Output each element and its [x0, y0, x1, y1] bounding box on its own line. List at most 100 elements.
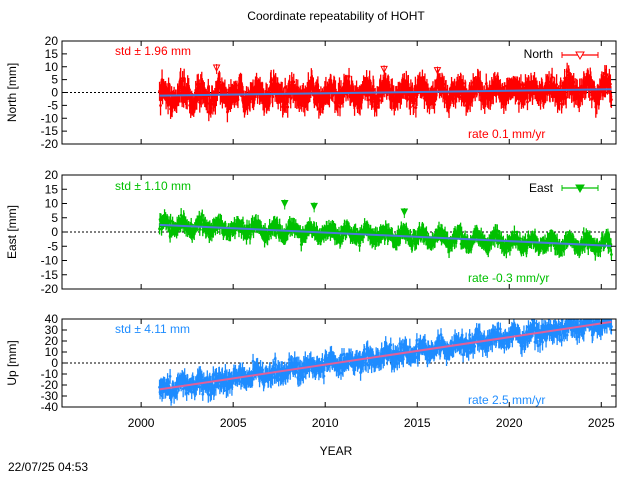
data-point — [271, 376, 275, 380]
data-point — [461, 81, 465, 85]
data-point — [272, 368, 276, 372]
data-point — [426, 358, 429, 361]
data-point — [499, 236, 503, 240]
y-tick-label: 15 — [45, 47, 59, 61]
y-axis-label: North [mm] — [5, 63, 19, 122]
data-point — [339, 371, 343, 375]
chart-title: Coordinate repeatability of HOHT — [247, 9, 425, 23]
data-point — [338, 85, 341, 89]
data-point — [251, 377, 254, 380]
data-point — [408, 105, 412, 109]
y-tick-label: -5 — [47, 239, 58, 253]
data-point — [355, 87, 358, 90]
y-tick-label: -20 — [41, 282, 59, 296]
y-tick-label: 10 — [45, 197, 59, 211]
data-point — [198, 385, 202, 389]
outlier-point — [280, 200, 289, 208]
data-point — [228, 386, 232, 389]
data-point — [408, 345, 412, 349]
data-series-east — [158, 199, 613, 261]
data-point — [519, 83, 523, 87]
data-point — [555, 238, 559, 242]
legend-marker-icon — [575, 184, 585, 194]
data-point — [200, 213, 204, 217]
y-tick-label: 20 — [45, 168, 59, 182]
data-point — [442, 82, 446, 86]
rate-annotation: rate 0.1 mm/yr — [468, 127, 545, 141]
data-point — [479, 233, 483, 237]
data-point — [372, 88, 376, 92]
data-point — [414, 106, 418, 109]
data-point — [473, 344, 477, 348]
rate-annotation: rate -0.3 mm/yr — [468, 271, 549, 285]
y-tick-label: -10 — [41, 111, 59, 125]
y-tick-label: 0 — [51, 225, 58, 239]
data-point — [251, 359, 255, 363]
data-point — [375, 105, 379, 109]
data-point — [495, 229, 499, 232]
x-axis-label: YEAR — [320, 444, 353, 458]
data-point — [296, 86, 300, 90]
data-point — [609, 98, 613, 102]
y-tick-label: 15 — [45, 182, 59, 196]
data-point — [392, 364, 396, 368]
data-point — [287, 358, 291, 361]
data-point — [219, 383, 223, 387]
data-point — [159, 104, 162, 107]
y-tick-label: 5 — [51, 73, 58, 87]
trend-line — [159, 223, 612, 247]
data-point — [175, 391, 179, 395]
data-point — [347, 362, 350, 366]
data-point — [517, 102, 521, 105]
data-point — [422, 228, 425, 232]
data-point — [417, 226, 421, 229]
data-point — [550, 75, 554, 79]
data-point — [608, 82, 612, 86]
y-tick-label: -5 — [47, 98, 58, 112]
data-point — [555, 83, 559, 86]
data-point — [443, 230, 447, 234]
data-point — [396, 100, 400, 103]
data-point — [547, 80, 551, 84]
data-point — [395, 362, 399, 366]
data-point — [604, 73, 608, 77]
data-point — [286, 105, 290, 109]
outlier-point — [400, 208, 409, 217]
data-point — [518, 237, 522, 240]
y-tick-label: 5 — [51, 211, 58, 225]
data-point — [199, 96, 203, 100]
data-point — [168, 375, 172, 378]
data-point — [358, 244, 361, 248]
data-point — [347, 75, 351, 78]
data-point — [366, 98, 370, 102]
y-tick-label: 20 — [45, 34, 59, 48]
std-annotation: std ± 1.96 mm — [115, 44, 191, 58]
data-point — [401, 357, 405, 361]
data-point — [339, 239, 342, 243]
data-point — [364, 362, 368, 366]
outlier-point — [212, 64, 221, 73]
data-point — [274, 232, 278, 235]
data-point — [399, 346, 403, 349]
data-point — [218, 80, 222, 84]
data-point — [524, 238, 527, 242]
y-tick-label: -20 — [41, 137, 59, 151]
legend-label: East — [529, 181, 554, 195]
data-point — [241, 221, 245, 225]
data-point — [330, 351, 333, 355]
data-point — [280, 90, 284, 94]
trend-line — [159, 88, 612, 97]
data-point — [526, 100, 529, 104]
y-tick-label: 0 — [51, 86, 58, 100]
data-point — [190, 390, 194, 394]
data-point — [169, 219, 173, 223]
data-point — [512, 230, 516, 234]
data-point — [370, 363, 374, 367]
data-point — [334, 88, 337, 92]
data-point — [274, 363, 278, 367]
outlier-point — [433, 67, 442, 75]
data-point — [389, 343, 393, 347]
